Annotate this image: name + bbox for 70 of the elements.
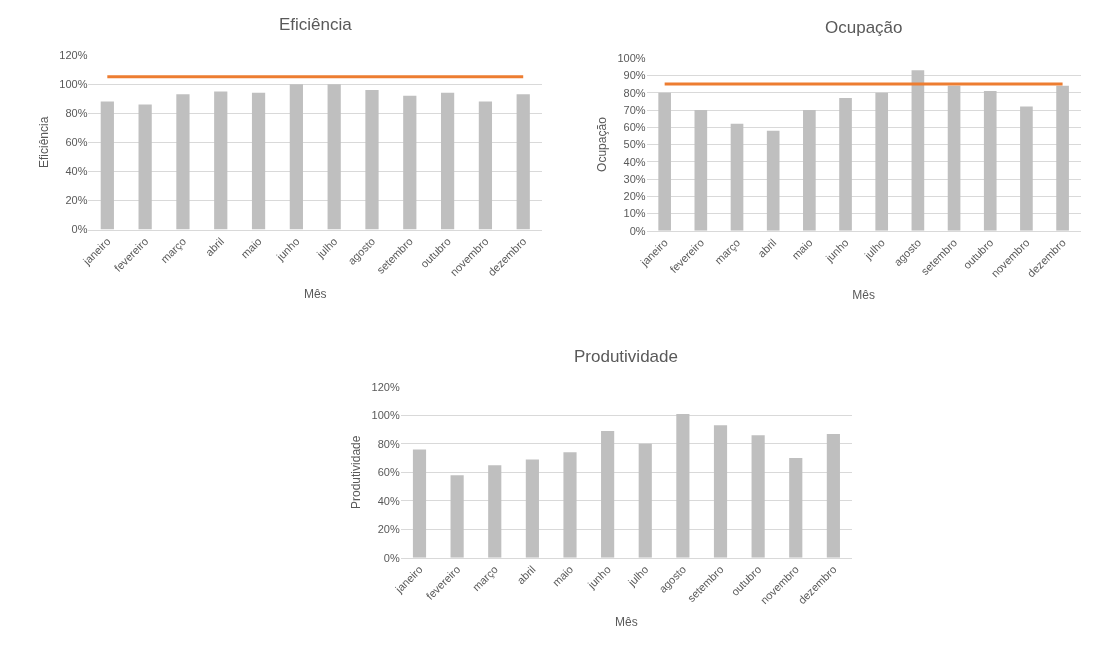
bar: [601, 431, 615, 558]
y-tick-label: 80%: [377, 437, 400, 450]
bar: [694, 110, 708, 231]
y-tick-label: 30%: [623, 172, 646, 185]
y-tick-label: 10%: [623, 207, 646, 220]
y-tick-label: 0%: [383, 551, 400, 564]
bar: [875, 92, 889, 231]
y-tick-label: 100%: [59, 77, 88, 90]
bar: [911, 70, 925, 231]
x-axis-title: Mês: [852, 288, 875, 303]
y-tick-label: 50%: [623, 138, 646, 151]
y-axis-title: Eficiência: [36, 116, 51, 168]
y-tick-label: 0%: [71, 223, 88, 236]
y-tick-label: 120%: [59, 48, 88, 61]
bar: [516, 94, 530, 230]
bar: [440, 92, 455, 230]
y-tick-label: 20%: [623, 190, 646, 203]
y-tick-label: 60%: [623, 121, 646, 134]
bar: [327, 84, 341, 230]
bar: [100, 101, 114, 230]
y-tick-label: 80%: [65, 107, 88, 120]
y-tick-label: 40%: [65, 165, 88, 178]
y-tick-label: 20%: [65, 194, 88, 207]
bar: [251, 92, 266, 230]
bar: [403, 95, 417, 230]
bar: [412, 449, 427, 558]
y-tick-label: 60%: [377, 466, 400, 479]
bar: [525, 459, 539, 558]
y-tick-label: 70%: [623, 103, 646, 116]
y-axis-title: Ocupação: [594, 116, 609, 172]
bar: [478, 101, 493, 230]
bar: [676, 413, 690, 558]
bar: [563, 452, 577, 558]
chart-title: Ocupação: [825, 18, 903, 37]
bar: [1056, 85, 1069, 231]
bar: [789, 458, 803, 558]
bar: [947, 85, 961, 231]
bar: [803, 110, 816, 231]
y-tick-label: 60%: [65, 136, 88, 149]
y-tick-label: 20%: [377, 523, 400, 536]
chart-title: Eficiência: [279, 15, 353, 34]
bar: [826, 433, 840, 558]
chart-title: Produtividade: [574, 347, 678, 366]
y-tick-label: 40%: [377, 494, 400, 507]
bar: [713, 425, 728, 558]
bar: [289, 84, 303, 230]
bar: [138, 104, 152, 230]
bar: [839, 97, 852, 231]
x-axis-title: Mês: [303, 287, 327, 302]
bar: [766, 130, 780, 231]
x-axis-title: Mês: [615, 615, 638, 630]
y-tick-label: 100%: [371, 409, 400, 422]
bar: [214, 91, 228, 230]
y-tick-label: 40%: [623, 155, 646, 168]
y-axis-title: Produtividade: [348, 435, 363, 509]
bar: [365, 89, 379, 230]
bar: [1020, 106, 1033, 231]
bar: [488, 465, 502, 558]
bar: [730, 123, 744, 231]
bar: [450, 475, 464, 558]
bar: [638, 443, 652, 558]
bar: [176, 94, 190, 230]
y-tick-label: 80%: [623, 86, 646, 99]
y-tick-label: 100%: [617, 52, 646, 65]
y-tick-label: 0%: [629, 224, 646, 237]
bar: [751, 435, 765, 558]
y-tick-label: 120%: [371, 380, 400, 393]
y-tick-label: 90%: [623, 69, 646, 82]
bar: [658, 92, 671, 231]
bar: [983, 91, 997, 231]
